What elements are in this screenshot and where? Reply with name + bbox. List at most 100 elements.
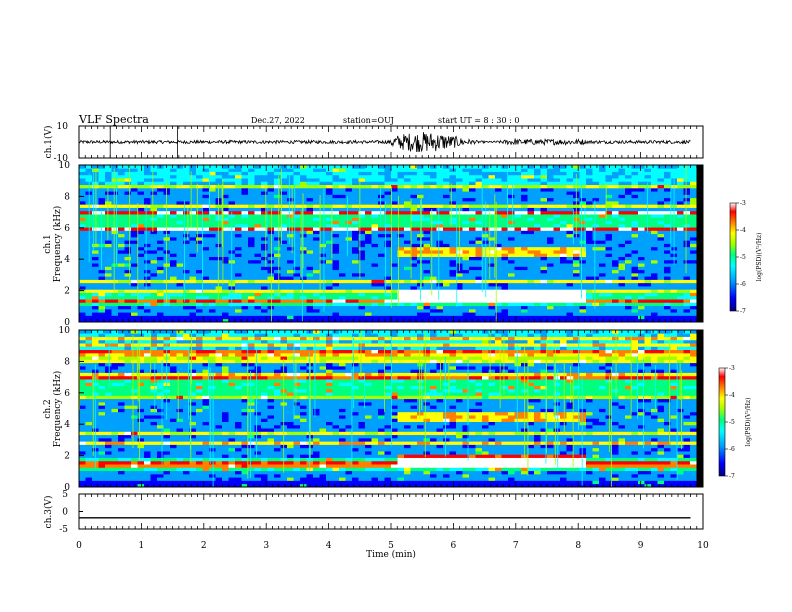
spectrogram-cell xyxy=(651,223,658,228)
spectrogram-cell xyxy=(98,302,106,307)
spectrogram-cell xyxy=(456,269,463,274)
spectrogram-cell xyxy=(664,168,671,172)
spectrogram-cell xyxy=(313,230,320,235)
spectrogram-cell xyxy=(254,204,262,208)
spectrogram-cell xyxy=(514,171,522,176)
spectrogram-cell xyxy=(586,256,593,261)
spectrogram-cell xyxy=(105,464,112,468)
spectrogram-cell xyxy=(163,174,171,179)
spectrogram-cell xyxy=(579,171,587,176)
spectrogram-cell xyxy=(196,204,203,208)
spectrogram-cell xyxy=(345,171,353,176)
spectrogram-cell xyxy=(235,184,242,189)
spectrogram-cell xyxy=(183,276,190,280)
spectrogram-cell xyxy=(274,312,281,316)
spectrogram-cell xyxy=(410,266,418,271)
spectrogram-cell xyxy=(306,187,314,192)
spectrogram-cell xyxy=(423,312,431,316)
spectrogram-cell xyxy=(293,250,301,254)
spectrogram-cell xyxy=(436,178,444,182)
spectrogram-cell xyxy=(384,312,392,316)
spectrogram-cell xyxy=(579,263,587,267)
spectrogram-cell xyxy=(625,269,632,274)
spectrogram-cell xyxy=(306,259,314,264)
spectrogram-cell xyxy=(235,227,242,231)
spectrogram-cell xyxy=(111,243,119,248)
spectrogram-cell xyxy=(274,259,281,264)
spectrogram-cell xyxy=(644,312,652,316)
spectrogram-cell xyxy=(267,312,275,316)
spectrogram-cell xyxy=(599,181,606,186)
spectrogram-cell xyxy=(670,318,678,323)
spectrogram-cell xyxy=(683,243,691,248)
spectrogram-cell xyxy=(131,168,138,172)
spectrogram-cell xyxy=(98,470,106,475)
spectrogram-cell xyxy=(469,295,476,300)
spectrogram-cell xyxy=(358,184,366,189)
spectrogram-cell xyxy=(469,299,476,303)
spectrogram-cell xyxy=(235,230,242,235)
spectrogram-cell xyxy=(449,272,457,277)
spectrogram-cell xyxy=(501,256,509,261)
spectrogram-cell xyxy=(690,230,697,235)
spectrogram-cell xyxy=(612,305,619,310)
spectrogram-cell xyxy=(202,299,210,303)
spectrogram-cell xyxy=(664,200,671,205)
spectrogram-cell xyxy=(326,227,333,231)
spectrogram-cell xyxy=(85,333,93,337)
spectrogram-cell xyxy=(651,187,658,192)
spectrogram-cell xyxy=(287,227,294,231)
spectrogram-cell xyxy=(306,240,314,244)
spectrogram-cell xyxy=(462,246,470,251)
spectrogram-cell xyxy=(592,253,600,257)
spectrogram-cell xyxy=(423,243,431,248)
spectrogram-cell xyxy=(339,236,346,241)
spectrogram-cell xyxy=(274,184,281,189)
spectrogram-cell xyxy=(254,246,262,251)
spectrogram-cell xyxy=(293,236,301,241)
spectrogram-cell xyxy=(625,178,632,182)
spectrogram-cell xyxy=(332,217,340,221)
spectrogram-cell xyxy=(92,295,99,300)
spectrogram-cell xyxy=(508,318,515,323)
spectrogram-cell xyxy=(423,308,431,313)
spectrogram-cell xyxy=(319,263,327,267)
spectrogram-cell xyxy=(534,174,541,179)
spectrogram-cell xyxy=(319,174,327,179)
spectrogram-cell xyxy=(605,204,613,208)
spectrogram-cell xyxy=(462,230,470,235)
spectrogram-cell xyxy=(267,174,275,179)
spectrogram-cell xyxy=(547,194,554,199)
spectrogram-cell xyxy=(189,187,197,192)
spectrogram-cell xyxy=(599,171,606,176)
spectrogram-cell xyxy=(384,256,392,261)
spectrogram-cell xyxy=(683,191,691,195)
spectrogram-cell xyxy=(495,240,502,244)
spectrogram-cell xyxy=(339,250,346,254)
spectrogram-cell xyxy=(378,227,385,231)
spectrogram-cell xyxy=(241,207,249,212)
spectrogram-cell xyxy=(508,315,515,320)
spectrogram-cell xyxy=(339,171,346,176)
spectrogram-cell xyxy=(157,250,164,254)
spectrogram-cell xyxy=(423,286,431,290)
spectrogram-cell xyxy=(358,217,366,221)
spectrogram-cell xyxy=(267,282,275,287)
spectrogram-cell xyxy=(612,292,619,297)
spectrogram-cell xyxy=(456,299,463,303)
spectrogram-cell xyxy=(475,230,483,235)
spectrogram-cell xyxy=(638,165,645,169)
spectrogram-cell xyxy=(92,349,99,354)
spectrogram-cell xyxy=(521,210,528,215)
spectrogram-cell xyxy=(79,437,86,442)
spectrogram-cell xyxy=(397,187,405,192)
spectrogram-cell xyxy=(124,181,132,186)
spectrogram-cell xyxy=(202,227,210,231)
spectrogram-cell xyxy=(215,253,223,257)
spectrogram-cell xyxy=(319,269,327,274)
spectrogram-cell xyxy=(664,302,671,307)
spectrogram-cell xyxy=(150,286,158,290)
spectrogram-cell xyxy=(618,276,626,280)
spectrogram-cell xyxy=(475,269,483,274)
spectrogram-cell xyxy=(527,272,535,277)
